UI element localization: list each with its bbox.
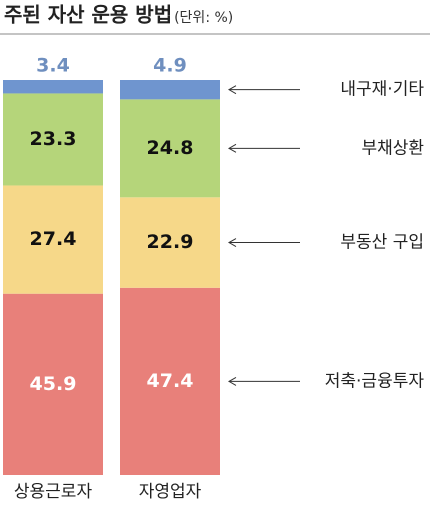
value-label: 27.4: [30, 228, 77, 250]
legend-label: 내구재·기타: [340, 80, 424, 100]
chart-subtitle: (단위: %): [174, 10, 233, 26]
x-tick-label: 상용근로자: [14, 482, 93, 502]
bar-segment: [120, 197, 220, 288]
bar-segment: [3, 93, 103, 186]
value-label: 47.4: [147, 370, 194, 392]
value-label: 22.9: [147, 231, 194, 253]
bar-segment: [120, 99, 220, 198]
value-label: 45.9: [30, 373, 77, 395]
value-label: 3.4: [36, 55, 70, 77]
arrow-head: [227, 238, 237, 247]
legend-label: 부동산 구입: [340, 233, 424, 253]
bar-segment: [120, 287, 220, 475]
bar-segment: [3, 293, 103, 475]
bar-segment: [3, 185, 103, 294]
legend-label: 저축·금융투자: [325, 371, 425, 391]
bar-segment: [120, 80, 220, 100]
bar-segment: [3, 80, 103, 94]
arrow-head: [227, 85, 237, 95]
value-label: 4.9: [153, 55, 187, 77]
chart-title: 주된 자산 운용 방법: [4, 3, 172, 27]
x-tick-label: 자영업자: [139, 482, 202, 502]
value-label: 24.8: [147, 137, 194, 159]
arrow-head: [227, 143, 237, 153]
value-label: 23.3: [30, 128, 77, 150]
arrow-head: [227, 376, 237, 386]
legend-label: 부채상환: [361, 138, 424, 158]
